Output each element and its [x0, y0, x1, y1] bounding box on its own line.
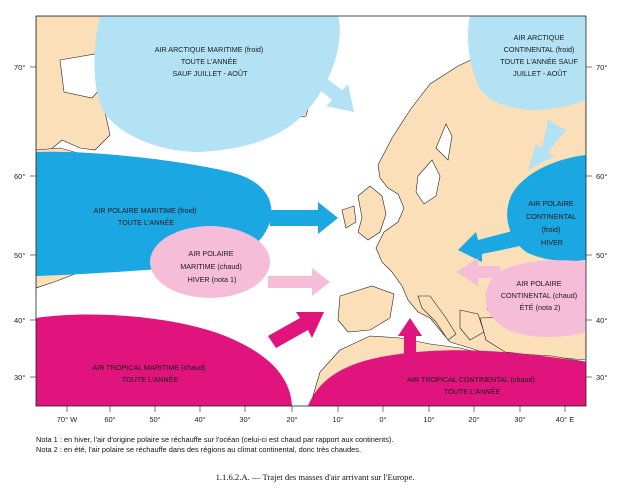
latitude-axis: 70° 60° 50° 40° 30° 70° 60° 50° 40° 30°: [14, 63, 607, 382]
lat-label-right: 60°: [596, 172, 607, 181]
arctic-maritime-line: TOUTE L'ANNÉE: [181, 57, 238, 66]
lat-label-left: 30°: [14, 373, 25, 382]
tropical-continental-arrow: [398, 318, 422, 360]
label-tropical-maritime: AIR TROPICAL MARITIME (chaud) TOUTE L'AN…: [92, 363, 207, 384]
lat-label-right: 50°: [596, 251, 607, 260]
polar-continental-cold-line: AIR POLAIRE: [528, 199, 573, 208]
tropical-continental-mass: [308, 350, 586, 406]
lon-label: 60°: [104, 415, 115, 424]
tropical-continental-line: TOUTE L'ANNÉE: [444, 387, 501, 396]
arctic-maritime-arrow: [310, 72, 354, 112]
lon-label: 10°: [332, 415, 343, 424]
arctic-continental-line: JUILLET - AOÛT: [513, 69, 567, 78]
arctic-maritime-line: AIR ARCTIQUE MARITIME (froid): [155, 45, 264, 54]
polar-maritime-cold-line: TOUTE L'ANNÉE: [118, 218, 175, 227]
mass-labels: AIR ARCTIQUE MARITIME (froid) TOUTE L'AN…: [92, 33, 580, 396]
lon-label: 30°: [239, 415, 250, 424]
tropical-maritime-mass: [36, 314, 292, 406]
tropical-maritime-line: AIR TROPICAL MARITIME (chaud): [92, 363, 205, 372]
lat-label-left: 50°: [14, 251, 25, 260]
gulf-of-bothnia: [435, 123, 453, 161]
polar-maritime-warm-line: AIR POLAIRE: [188, 249, 233, 258]
polar-maritime-warm-line: HIVER (nota 1): [188, 275, 237, 284]
polar-continental-warm-line: ÉTÉ (nota 2): [520, 303, 561, 312]
label-arctic-maritime: AIR ARCTIQUE MARITIME (froid) TOUTE L'AN…: [155, 45, 266, 78]
tropical-continental-line: AIR TROPICAL CONTINENTAL (chaud): [407, 375, 535, 384]
lon-label: 70° W: [57, 415, 78, 424]
label-polar-continental-cold: AIR POLAIRE CONTINENTAL (froid) HIVER: [526, 199, 578, 247]
polar-continental-warm-line: AIR POLAIRE: [516, 279, 561, 288]
lat-label-left: 40°: [14, 316, 25, 325]
label-polar-maritime-cold: AIR POLAIRE MARITIME (froid) TOUTE L'ANN…: [93, 206, 198, 227]
lon-label: 40°: [194, 415, 205, 424]
polar-continental-cold-arrow: [458, 230, 520, 262]
label-arctic-continental: AIR ARCTIQUE CONTINENTAL (froid) TOUTE L…: [500, 33, 580, 78]
note-2: Nota 2 : en été, l'air polaire se réchau…: [36, 445, 362, 454]
note-1: Nota 1 : en hiver, l'air d'origine polai…: [36, 435, 394, 444]
polar-continental-cold-line: CONTINENTAL: [526, 212, 576, 221]
lat-label-left: 60°: [14, 172, 25, 181]
polar-maritime-warm-arrow: [268, 268, 330, 296]
polar-continental-warm-mass: [485, 260, 586, 337]
label-tropical-continental: AIR TROPICAL CONTINENTAL (chaud) TOUTE L…: [407, 375, 537, 396]
tropical-maritime-arrow: [268, 312, 324, 348]
baltic-sea: [415, 159, 441, 205]
lat-label-left: 70°: [14, 63, 25, 72]
tropical-maritime-line: TOUTE L'ANNÉE: [122, 375, 179, 384]
arctic-maritime-line: SAUF JUILLET - AOÛT: [173, 69, 249, 78]
arctic-continental-line: CONTINENTAL (froid): [504, 45, 575, 54]
arctic-continental-mass: [468, 16, 586, 110]
lat-label-right: 40°: [596, 316, 607, 325]
lat-label-right: 70°: [596, 63, 607, 72]
polar-continental-cold-line: HIVER: [541, 238, 563, 247]
polar-maritime-cold-line: AIR POLAIRE MARITIME (froid): [93, 206, 196, 215]
polar-continental-cold-line: (froid): [542, 225, 561, 234]
lon-label: 20°: [286, 415, 297, 424]
map-frame: [35, 15, 587, 407]
arctic-continental-line: AIR ARCTIQUE: [514, 33, 565, 42]
label-polar-maritime-warm: AIR POLAIRE MARITIME (chaud) HIVER (nota…: [180, 249, 244, 284]
polar-continental-warm-line: CONTINENTAL (chaud): [501, 291, 577, 300]
arctic-maritime-mass: [94, 16, 340, 152]
lon-label: 40° E: [556, 415, 574, 424]
polar-continental-warm-arrow: [456, 258, 500, 286]
polar-maritime-warm-line: MARITIME (chaud): [180, 262, 242, 271]
longitude-axis: 70° W 60° 50° 40° 30° 20° 10° 0° 10° 20°…: [57, 406, 574, 424]
lon-label: 50°: [149, 415, 160, 424]
lon-label: 10°: [423, 415, 434, 424]
polar-maritime-warm-mass: [150, 226, 270, 298]
arctic-continental-line: TOUTE L'ANNÉE SAUF: [500, 57, 578, 66]
lon-label: 0°: [379, 415, 386, 424]
lat-label-right: 30°: [596, 373, 607, 382]
label-polar-continental-warm: AIR POLAIRE CONTINENTAL (chaud) ÉTÉ (not…: [501, 279, 579, 312]
polar-maritime-cold-arrow: [270, 202, 338, 234]
lon-label: 20°: [468, 415, 479, 424]
figure-caption: 1.1.6.2.A. — Trajet des masses d'air arr…: [215, 472, 415, 482]
lon-label: 30°: [514, 415, 525, 424]
polar-continental-cold-mass: [507, 155, 586, 262]
arctic-continental-arrow: [528, 120, 566, 170]
